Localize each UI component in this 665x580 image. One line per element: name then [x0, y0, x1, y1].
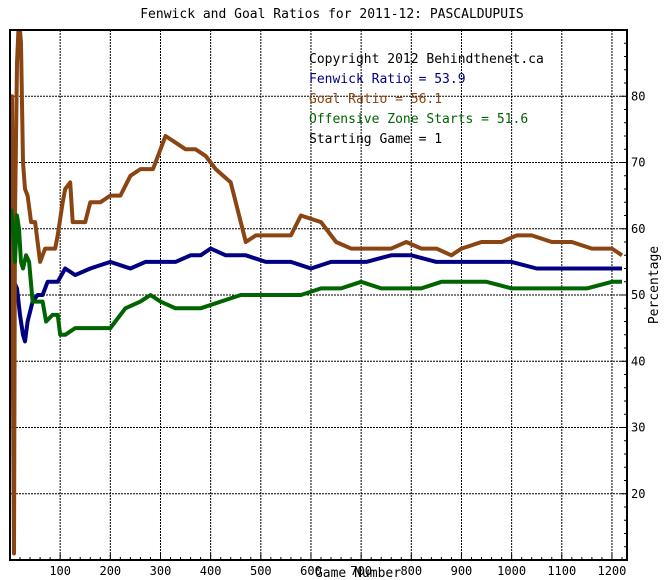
x-tick-label: 600 [300, 564, 322, 578]
plot-area [10, 30, 627, 560]
legend-entry: Fenwick Ratio = 53.9 [309, 72, 466, 87]
grid [10, 30, 627, 560]
chart-title: Fenwick and Goal Ratios for 2011-12: PAS… [140, 7, 524, 22]
y-tick-label: 30 [631, 421, 645, 435]
y-axis: 20 30 40 50 60 70 80 [621, 42, 645, 548]
y-tick-label: 80 [631, 89, 645, 103]
x-tick-label: 700 [350, 564, 372, 578]
legend: Copyright 2012 Behindthenet.ca Fenwick Ra… [309, 52, 544, 147]
x-tick-label: 200 [99, 564, 121, 578]
x-tick-label: 800 [400, 564, 422, 578]
y-tick-label: 70 [631, 156, 645, 170]
y-tick-label: 40 [631, 354, 645, 368]
x-tick-label: 900 [451, 564, 473, 578]
legend-entry: Offensive Zone Starts = 51.6 [309, 112, 528, 127]
legend-entry: Goal Ratio = 56.1 [309, 92, 442, 107]
x-axis-label: Game Number [315, 566, 401, 580]
series-group [10, 30, 624, 556]
x-tick-label: 300 [150, 564, 172, 578]
x-tick-label: 400 [200, 564, 222, 578]
offensive-zone-starts-line [10, 208, 622, 337]
y-axis-label: Percentage [647, 246, 662, 324]
y-tick-label: 60 [631, 222, 645, 236]
x-axis: 100 200 300 400 500 600 700 800 900 1000 1100 1200 [19, 554, 626, 578]
y-tick-label: 20 [631, 487, 645, 501]
legend-entry: Starting Game = 1 [309, 132, 442, 147]
x-tick-label: 1100 [547, 564, 576, 578]
x-tick-label: 1000 [497, 564, 526, 578]
goal-ratio-line [10, 30, 624, 556]
y-tick-label: 50 [631, 288, 645, 302]
legend-entry: Copyright 2012 Behindthenet.ca [309, 52, 544, 67]
x-tick-label: 1200 [597, 564, 626, 578]
x-tick-label: 100 [49, 564, 71, 578]
x-tick-label: 500 [250, 564, 272, 578]
